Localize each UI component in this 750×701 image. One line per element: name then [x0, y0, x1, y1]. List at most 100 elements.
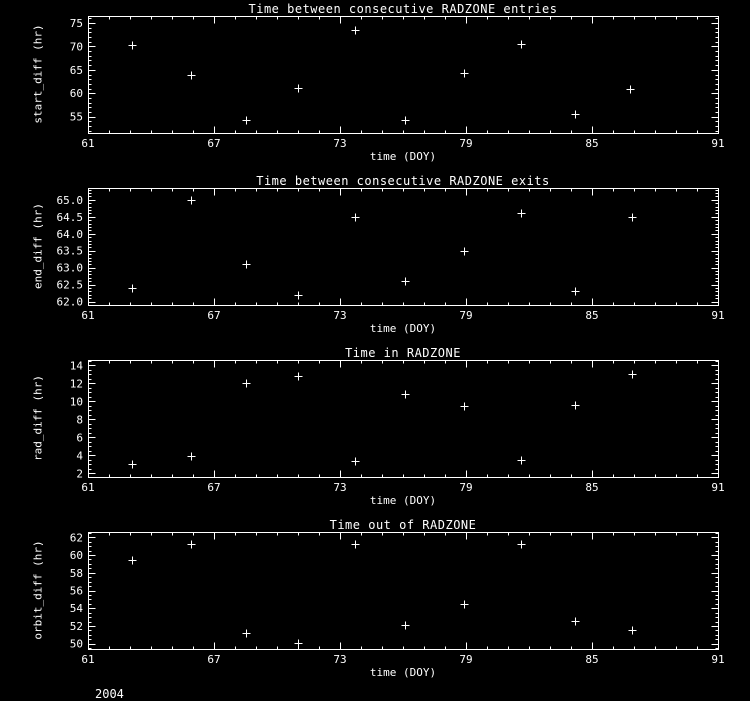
- data-point-marker: [242, 260, 251, 269]
- data-point-marker: [571, 110, 580, 119]
- y-tick-label: 63.0: [57, 262, 84, 275]
- data-point-marker: [628, 370, 637, 379]
- y-tick-label: 63.5: [57, 245, 84, 258]
- data-point-marker: [187, 452, 196, 461]
- data-point-marker: [128, 284, 137, 293]
- data-point-marker: [351, 457, 360, 466]
- data-point-marker: [294, 291, 303, 300]
- y-tick-label: 4: [76, 449, 83, 462]
- data-point-marker: [294, 372, 303, 381]
- y-tick-label: 58: [70, 567, 83, 580]
- y-tick-label: 62.0: [57, 296, 84, 309]
- x-tick-label: 73: [333, 309, 346, 322]
- y-tick-label: 70: [70, 40, 83, 53]
- plot-box: [88, 532, 719, 650]
- panel-end-diff: Time between consecutive RADZONE exits e…: [0, 172, 750, 344]
- data-point-marker: [242, 629, 251, 638]
- panel-start-diff: Time between consecutive RADZONE entries…: [0, 0, 750, 172]
- y-tick-label: 8: [76, 413, 83, 426]
- data-point-marker: [460, 402, 469, 411]
- data-point-marker: [187, 540, 196, 549]
- panel-orbit-diff: Time out of RADZONE orbit_diff (hr) 61 67…: [0, 516, 750, 688]
- y-tick-label: 2: [76, 467, 83, 480]
- data-point-marker: [460, 600, 469, 609]
- x-tick-label: 91: [711, 309, 724, 322]
- data-point-marker: [187, 196, 196, 205]
- data-point-marker: [128, 41, 137, 50]
- x-tick-label: 79: [459, 653, 472, 666]
- x-axis-label: time (DOY): [369, 494, 437, 507]
- data-point-marker: [401, 390, 410, 399]
- x-tick-label: 73: [333, 653, 346, 666]
- y-tick-label: 52: [70, 620, 83, 633]
- data-point-marker: [242, 116, 251, 125]
- x-tick-label: 91: [711, 653, 724, 666]
- y-tick-label: 14: [70, 359, 84, 372]
- chart-title: Time between consecutive RADZONE exits: [256, 174, 550, 188]
- x-tick-label: 61: [81, 137, 94, 150]
- data-point-marker: [351, 540, 360, 549]
- x-tick-label: 67: [207, 309, 220, 322]
- x-tick-label: 73: [333, 481, 346, 494]
- plot-box: [88, 16, 719, 134]
- x-tick-label: 85: [585, 137, 598, 150]
- y-tick-label: 50: [70, 638, 83, 651]
- data-point-marker: [517, 40, 526, 49]
- x-tick-label: 61: [81, 653, 94, 666]
- data-point-marker: [294, 639, 303, 648]
- y-tick-label: 56: [70, 585, 83, 598]
- scatter-plot-start-diff: 61 67 73 79 85 91 55 60 65 70 75: [70, 16, 725, 150]
- y-tick-label: 10: [70, 395, 83, 408]
- y-tick-label: 54: [70, 602, 84, 615]
- x-tick-label: 79: [459, 137, 472, 150]
- y-tick-label: 60: [70, 87, 83, 100]
- data-point-marker: [351, 213, 360, 222]
- figure-footer: 2004: [0, 688, 750, 700]
- y-tick-label: 64.5: [57, 211, 84, 224]
- data-point-marker: [517, 209, 526, 218]
- data-point-marker: [351, 26, 360, 35]
- x-tick-label: 79: [459, 481, 472, 494]
- panel-rad-diff: Time in RADZONE rad_diff (hr) 61 67 73 79 85…: [0, 344, 750, 516]
- data-point-marker: [626, 85, 635, 94]
- data-point-marker: [517, 456, 526, 465]
- y-tick-label: 60: [70, 549, 83, 562]
- x-tick-label: 91: [711, 481, 724, 494]
- chart-title: Time in RADZONE: [345, 346, 461, 360]
- x-axis-label: time (DOY): [369, 322, 437, 335]
- x-tick-label: 85: [585, 309, 598, 322]
- x-axis-label: time (DOY): [369, 150, 437, 163]
- x-tick-label: 85: [585, 653, 598, 666]
- data-point-marker: [242, 379, 251, 388]
- data-point-marker: [571, 617, 580, 626]
- x-tick-label: 67: [207, 137, 220, 150]
- x-tick-label: 61: [81, 481, 94, 494]
- data-point-marker: [628, 626, 637, 635]
- y-tick-label: 65.0: [57, 194, 84, 207]
- data-point-marker: [128, 460, 137, 469]
- data-point-marker: [401, 621, 410, 630]
- scatter-plot-orbit-diff: 61 67 73 79 85 91 50 52 54 56 58 60 62: [70, 531, 725, 666]
- scatter-plot-end-diff: 61 67 73 79 85 91 62.0 62.5 63.0 63.5 64.0 64.5 65.0: [57, 188, 725, 322]
- data-point-marker: [294, 84, 303, 93]
- data-point-marker: [517, 540, 526, 549]
- x-tick-label: 61: [81, 309, 94, 322]
- y-tick-label: 62.5: [57, 279, 84, 292]
- data-point-marker: [460, 247, 469, 256]
- scatter-plot-rad-diff: 61 67 73 79 85 91 2 4 6 8 10 12 14: [70, 359, 725, 494]
- y-tick-label: 55: [70, 111, 83, 124]
- x-tick-label: 73: [333, 137, 346, 150]
- y-tick-label: 65: [70, 64, 83, 77]
- x-tick-label: 91: [711, 137, 724, 150]
- data-point-marker: [187, 71, 196, 80]
- data-point-marker: [571, 287, 580, 296]
- x-tick-label: 67: [207, 653, 220, 666]
- data-point-marker: [128, 556, 137, 565]
- y-tick-label: 64.0: [57, 228, 84, 241]
- x-tick-label: 67: [207, 481, 220, 494]
- plot-box: [88, 360, 719, 478]
- data-point-marker: [460, 69, 469, 78]
- chart-title: Time out of RADZONE: [329, 518, 477, 532]
- year-label: 2004: [95, 687, 124, 701]
